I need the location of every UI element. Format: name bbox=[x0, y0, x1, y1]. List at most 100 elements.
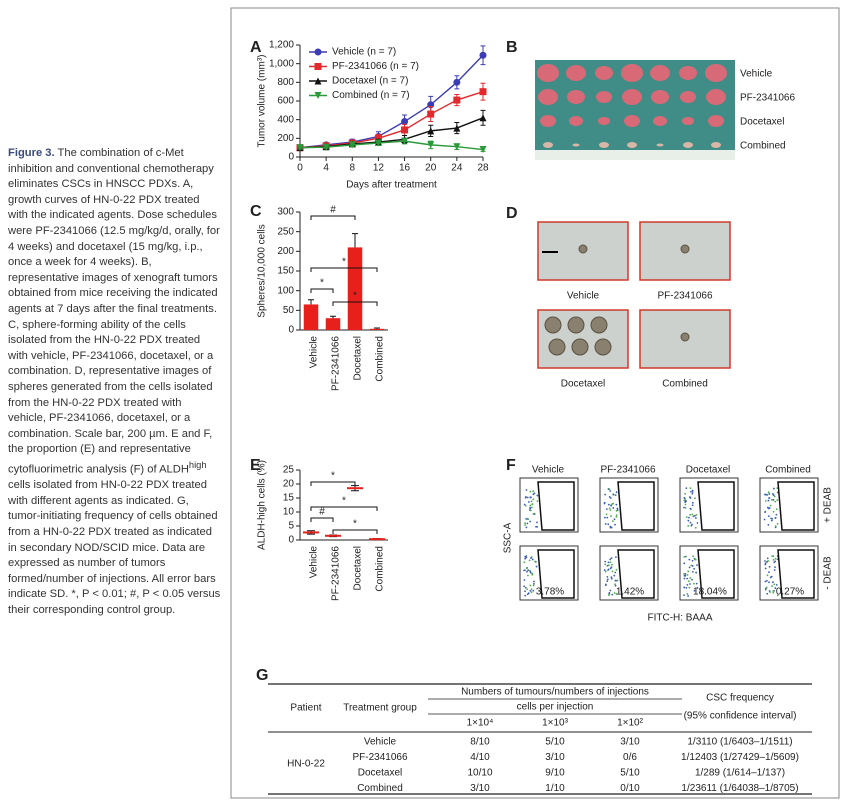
event bbox=[691, 504, 694, 507]
event bbox=[771, 585, 773, 587]
event bbox=[524, 594, 527, 597]
gate-percentage: 1.42% bbox=[616, 587, 644, 598]
event bbox=[604, 493, 607, 496]
flow-plot bbox=[679, 477, 739, 533]
event bbox=[773, 495, 776, 498]
event bbox=[614, 583, 616, 586]
event bbox=[524, 586, 527, 589]
legend-marker bbox=[314, 48, 322, 56]
significance-bracket bbox=[310, 506, 378, 511]
gate bbox=[777, 481, 815, 531]
gate bbox=[617, 549, 655, 599]
event bbox=[609, 526, 612, 529]
event bbox=[684, 574, 687, 577]
legend-marker bbox=[314, 92, 322, 99]
event bbox=[684, 500, 687, 503]
event bbox=[776, 499, 779, 502]
x-tick-label: 8 bbox=[350, 163, 356, 174]
event bbox=[615, 509, 618, 512]
event bbox=[607, 561, 610, 564]
sphere bbox=[571, 338, 589, 356]
table-cell: PF-2341066 bbox=[352, 752, 407, 763]
event bbox=[608, 507, 611, 510]
event bbox=[612, 507, 615, 509]
event bbox=[694, 514, 696, 517]
significance-bracket bbox=[310, 215, 356, 220]
column-header: Combined bbox=[765, 465, 811, 476]
event bbox=[609, 589, 612, 592]
event bbox=[773, 583, 776, 586]
event bbox=[688, 566, 691, 569]
event bbox=[776, 594, 779, 597]
event bbox=[764, 567, 767, 570]
event bbox=[615, 593, 618, 595]
x-tick-label: 20 bbox=[425, 163, 437, 174]
y-axis-label: Tumor volume (mm³) bbox=[257, 55, 268, 148]
x-tick-label: Vehicle bbox=[309, 546, 320, 579]
tumor bbox=[653, 116, 667, 126]
event bbox=[526, 517, 529, 520]
event bbox=[684, 555, 687, 558]
marker bbox=[374, 134, 382, 142]
event bbox=[536, 494, 539, 497]
event bbox=[764, 587, 767, 590]
y-tick-label: 20 bbox=[283, 479, 295, 490]
event bbox=[532, 589, 535, 592]
marker bbox=[427, 127, 435, 135]
panel-letter: F bbox=[506, 457, 516, 474]
significance-label: * bbox=[342, 496, 346, 507]
event bbox=[772, 590, 775, 592]
significance-label: # bbox=[330, 205, 336, 216]
y-tick-label: 15 bbox=[283, 493, 295, 504]
table-cell: 3/10 bbox=[470, 783, 490, 794]
event bbox=[692, 582, 695, 585]
event bbox=[529, 490, 532, 493]
tumor bbox=[705, 64, 727, 82]
flow-plot bbox=[599, 477, 659, 533]
event bbox=[770, 575, 773, 578]
tumor bbox=[708, 115, 724, 127]
event bbox=[774, 525, 777, 528]
event bbox=[528, 559, 531, 562]
gate-percentage: 0.27% bbox=[776, 587, 804, 598]
event bbox=[526, 522, 529, 525]
y-tick-label: 25 bbox=[283, 465, 295, 476]
event bbox=[766, 493, 769, 496]
event bbox=[530, 500, 533, 503]
ruler bbox=[535, 150, 735, 160]
event bbox=[768, 571, 770, 574]
event bbox=[611, 563, 613, 566]
event bbox=[687, 595, 690, 597]
event bbox=[689, 513, 691, 516]
event bbox=[611, 570, 614, 573]
x-tick-label: Docetaxel bbox=[353, 546, 364, 590]
event bbox=[774, 587, 777, 589]
event bbox=[614, 494, 617, 497]
event bbox=[614, 579, 617, 582]
y-axis-label: Spheres/10,000 cells bbox=[257, 224, 268, 317]
significance-bracket bbox=[310, 481, 356, 486]
event bbox=[525, 489, 528, 491]
figure-frame bbox=[230, 7, 840, 799]
gate bbox=[537, 549, 575, 599]
event bbox=[768, 493, 771, 495]
series-line bbox=[299, 54, 484, 149]
event bbox=[604, 570, 607, 573]
event bbox=[694, 558, 697, 561]
event bbox=[769, 504, 772, 507]
error-bar bbox=[352, 233, 358, 248]
tumor bbox=[599, 142, 609, 148]
event bbox=[764, 500, 767, 502]
marker bbox=[479, 146, 487, 154]
event bbox=[765, 579, 768, 582]
significance-label: * bbox=[320, 278, 324, 289]
significance-bracket bbox=[310, 267, 378, 272]
bar bbox=[347, 247, 363, 330]
event bbox=[687, 525, 690, 527]
event bbox=[691, 565, 694, 567]
event bbox=[603, 516, 606, 519]
table-cell: 1/3110 (1/6403–1/1511) bbox=[687, 737, 792, 748]
event bbox=[767, 491, 770, 494]
event bbox=[776, 522, 779, 525]
